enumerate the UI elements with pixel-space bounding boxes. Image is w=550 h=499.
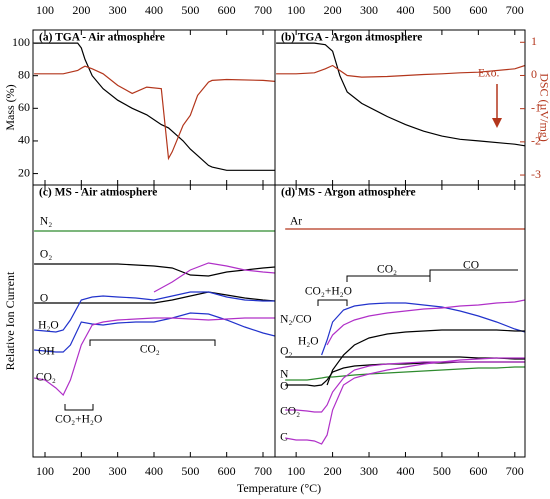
x-tick-label: 400 xyxy=(396,464,414,478)
annotation: CO xyxy=(463,260,479,272)
series-line xyxy=(34,312,275,353)
y2-tick-label: -2 xyxy=(531,134,541,148)
annotation: CO₂+H₂O xyxy=(55,414,102,426)
series-line xyxy=(34,291,275,333)
x-tick-label: 700 xyxy=(254,3,272,17)
x-tick-label: 700 xyxy=(506,464,524,478)
annotation: O xyxy=(280,381,288,393)
plot-area xyxy=(34,42,275,171)
x-tick-label: 600 xyxy=(469,3,487,17)
bracket xyxy=(346,275,431,282)
exo-arrow-head xyxy=(492,118,502,128)
y2-tick-label: 0 xyxy=(531,67,537,81)
annotation: Exo. xyxy=(478,68,500,80)
x-tick-label: 100 xyxy=(36,464,54,478)
bracket xyxy=(429,269,518,276)
series-line xyxy=(34,263,275,277)
x-tick-label: 200 xyxy=(72,464,90,478)
x-tick-label: 300 xyxy=(109,3,127,17)
bracket xyxy=(317,299,348,306)
x-tick-label: 300 xyxy=(360,3,378,17)
series-line xyxy=(321,302,525,356)
annotation: CO₂ xyxy=(377,264,397,276)
annotation: OH xyxy=(38,346,55,358)
plot-area xyxy=(285,228,525,445)
y2-tick-label: 1 xyxy=(531,34,537,48)
y-tick-label: 60 xyxy=(18,100,30,114)
annotation: CO₂+H₂O xyxy=(305,286,352,298)
series-line xyxy=(326,329,525,386)
annotation: O₂ xyxy=(280,346,292,358)
annotation: O xyxy=(40,293,48,305)
x-tick-label: 300 xyxy=(360,464,378,478)
y-tick-label: 100 xyxy=(12,35,30,49)
panel-title: (c) MS - Air atmosphere xyxy=(39,187,157,199)
x-tick-label: 200 xyxy=(72,3,90,17)
series-line xyxy=(34,291,275,304)
annotation: N₂ xyxy=(40,216,52,228)
panel-frame xyxy=(274,29,526,186)
panel-frame xyxy=(274,184,526,458)
annotation: CO₂ xyxy=(140,344,160,356)
x-axis-label: Temperature (°C) xyxy=(237,481,321,495)
series-line xyxy=(276,64,525,78)
x-tick-label: 400 xyxy=(396,3,414,17)
x-tick-label: 700 xyxy=(506,3,524,17)
x-tick-label: 500 xyxy=(181,3,199,17)
annotation: Ar xyxy=(290,216,302,228)
x-tick-label: 600 xyxy=(218,3,236,17)
annotation: CO₂ xyxy=(36,372,56,384)
series-line xyxy=(276,42,525,147)
x-tick-label: 500 xyxy=(433,3,451,17)
series-line xyxy=(153,262,275,293)
y-tick-label: 80 xyxy=(18,67,30,81)
panel-frame xyxy=(32,29,276,186)
y-axis-label: Relative Ion Current xyxy=(3,271,17,370)
y-axis-label: Mass (%) xyxy=(3,84,17,130)
bracket xyxy=(89,339,216,346)
y-tick-label: 20 xyxy=(18,165,30,179)
annotation: H₂O xyxy=(38,320,59,332)
x-tick-label: 300 xyxy=(109,464,127,478)
annotation: N xyxy=(280,369,289,381)
series-line xyxy=(326,299,525,346)
x-tick-label: 400 xyxy=(145,464,163,478)
brackets xyxy=(64,84,518,411)
panel-title: (a) TGA - Air atmosphere xyxy=(39,32,165,44)
series-line xyxy=(285,357,525,445)
x-tick-label: 600 xyxy=(218,464,236,478)
annotation: O₂ xyxy=(40,249,52,261)
x-tick-label: 100 xyxy=(36,3,54,17)
bracket xyxy=(64,404,94,411)
annotation: CO₂ xyxy=(280,406,300,418)
y2-tick-label: -1 xyxy=(531,100,541,114)
annotation: N₂/CO xyxy=(280,314,312,326)
x-tick-label: 700 xyxy=(254,464,272,478)
x-tick-label: 200 xyxy=(324,464,342,478)
x-tick-label: 100 xyxy=(287,464,305,478)
x-tick-label: 500 xyxy=(181,464,199,478)
panel-title: (d) MS - Argon atmosphere xyxy=(281,187,416,199)
series-line xyxy=(34,65,275,161)
x-tick-label: 600 xyxy=(469,464,487,478)
series-line xyxy=(285,361,525,413)
series-line xyxy=(33,317,275,397)
x-tick-label: 200 xyxy=(324,3,342,17)
series-line xyxy=(285,361,525,387)
x-tick-label: 500 xyxy=(433,464,451,478)
y2-tick-label: -3 xyxy=(531,167,541,181)
series-line xyxy=(34,42,275,171)
y-tick-label: 40 xyxy=(18,133,30,147)
series-line xyxy=(285,356,525,360)
x-tick-label: 100 xyxy=(287,3,305,17)
y2-axis-label: DSC (µV/mg) xyxy=(537,73,550,142)
x-tick-label: 400 xyxy=(145,3,163,17)
annotation: H₂O xyxy=(298,336,319,348)
annotation: C xyxy=(280,432,288,444)
panel-title: (b) TGA - Argon atmosphere xyxy=(281,32,422,44)
series-line xyxy=(285,366,525,381)
plot-area xyxy=(33,230,275,397)
plot-area xyxy=(276,42,525,147)
